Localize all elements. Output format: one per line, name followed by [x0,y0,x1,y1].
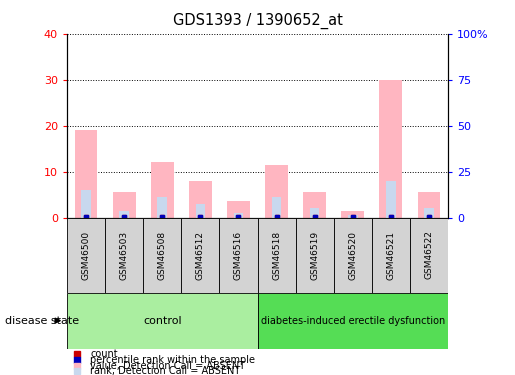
Bar [258,217,296,292]
Bar [372,217,410,292]
Bar [119,211,129,218]
Bar [424,209,434,218]
Bar [258,292,448,349]
Bar [310,209,319,218]
Text: GSM46521: GSM46521 [386,231,396,279]
Bar [113,192,135,217]
Text: GSM46508: GSM46508 [158,230,167,280]
Bar [265,165,288,218]
Bar [67,217,105,292]
Text: GSM46512: GSM46512 [196,231,205,279]
Text: GSM46522: GSM46522 [424,231,434,279]
Bar [341,211,364,218]
Bar [410,217,448,292]
Bar [296,217,334,292]
Bar [380,80,402,218]
Bar [67,292,258,349]
Bar [189,181,212,218]
Bar [219,217,258,292]
Text: rank, Detection Call = ABSENT: rank, Detection Call = ABSENT [90,366,241,375]
Text: GSM46503: GSM46503 [119,230,129,280]
Bar [334,217,372,292]
Text: diabetes-induced erectile dysfunction: diabetes-induced erectile dysfunction [261,316,445,326]
Text: GDS1393 / 1390652_at: GDS1393 / 1390652_at [173,13,342,29]
Bar [348,215,357,217]
Text: disease state: disease state [5,316,79,326]
Bar [227,201,250,217]
Text: control: control [143,316,182,326]
Bar [196,204,205,218]
Bar [151,162,174,218]
Text: percentile rank within the sample: percentile rank within the sample [90,355,255,365]
Text: GSM46518: GSM46518 [272,230,281,280]
Bar [181,217,219,292]
Bar [143,217,181,292]
Bar [272,197,281,217]
Text: GSM46516: GSM46516 [234,230,243,280]
Text: GSM46519: GSM46519 [310,230,319,280]
Bar [418,192,440,217]
Bar [105,217,143,292]
Text: GSM46500: GSM46500 [81,230,91,280]
Text: GSM46520: GSM46520 [348,231,357,279]
Bar [81,190,91,217]
Text: value, Detection Call = ABSENT: value, Detection Call = ABSENT [90,361,245,370]
Bar [75,130,97,218]
Text: count: count [90,350,118,359]
Bar [303,192,326,217]
Bar [158,197,167,217]
Bar [234,213,243,217]
Bar [386,181,396,218]
